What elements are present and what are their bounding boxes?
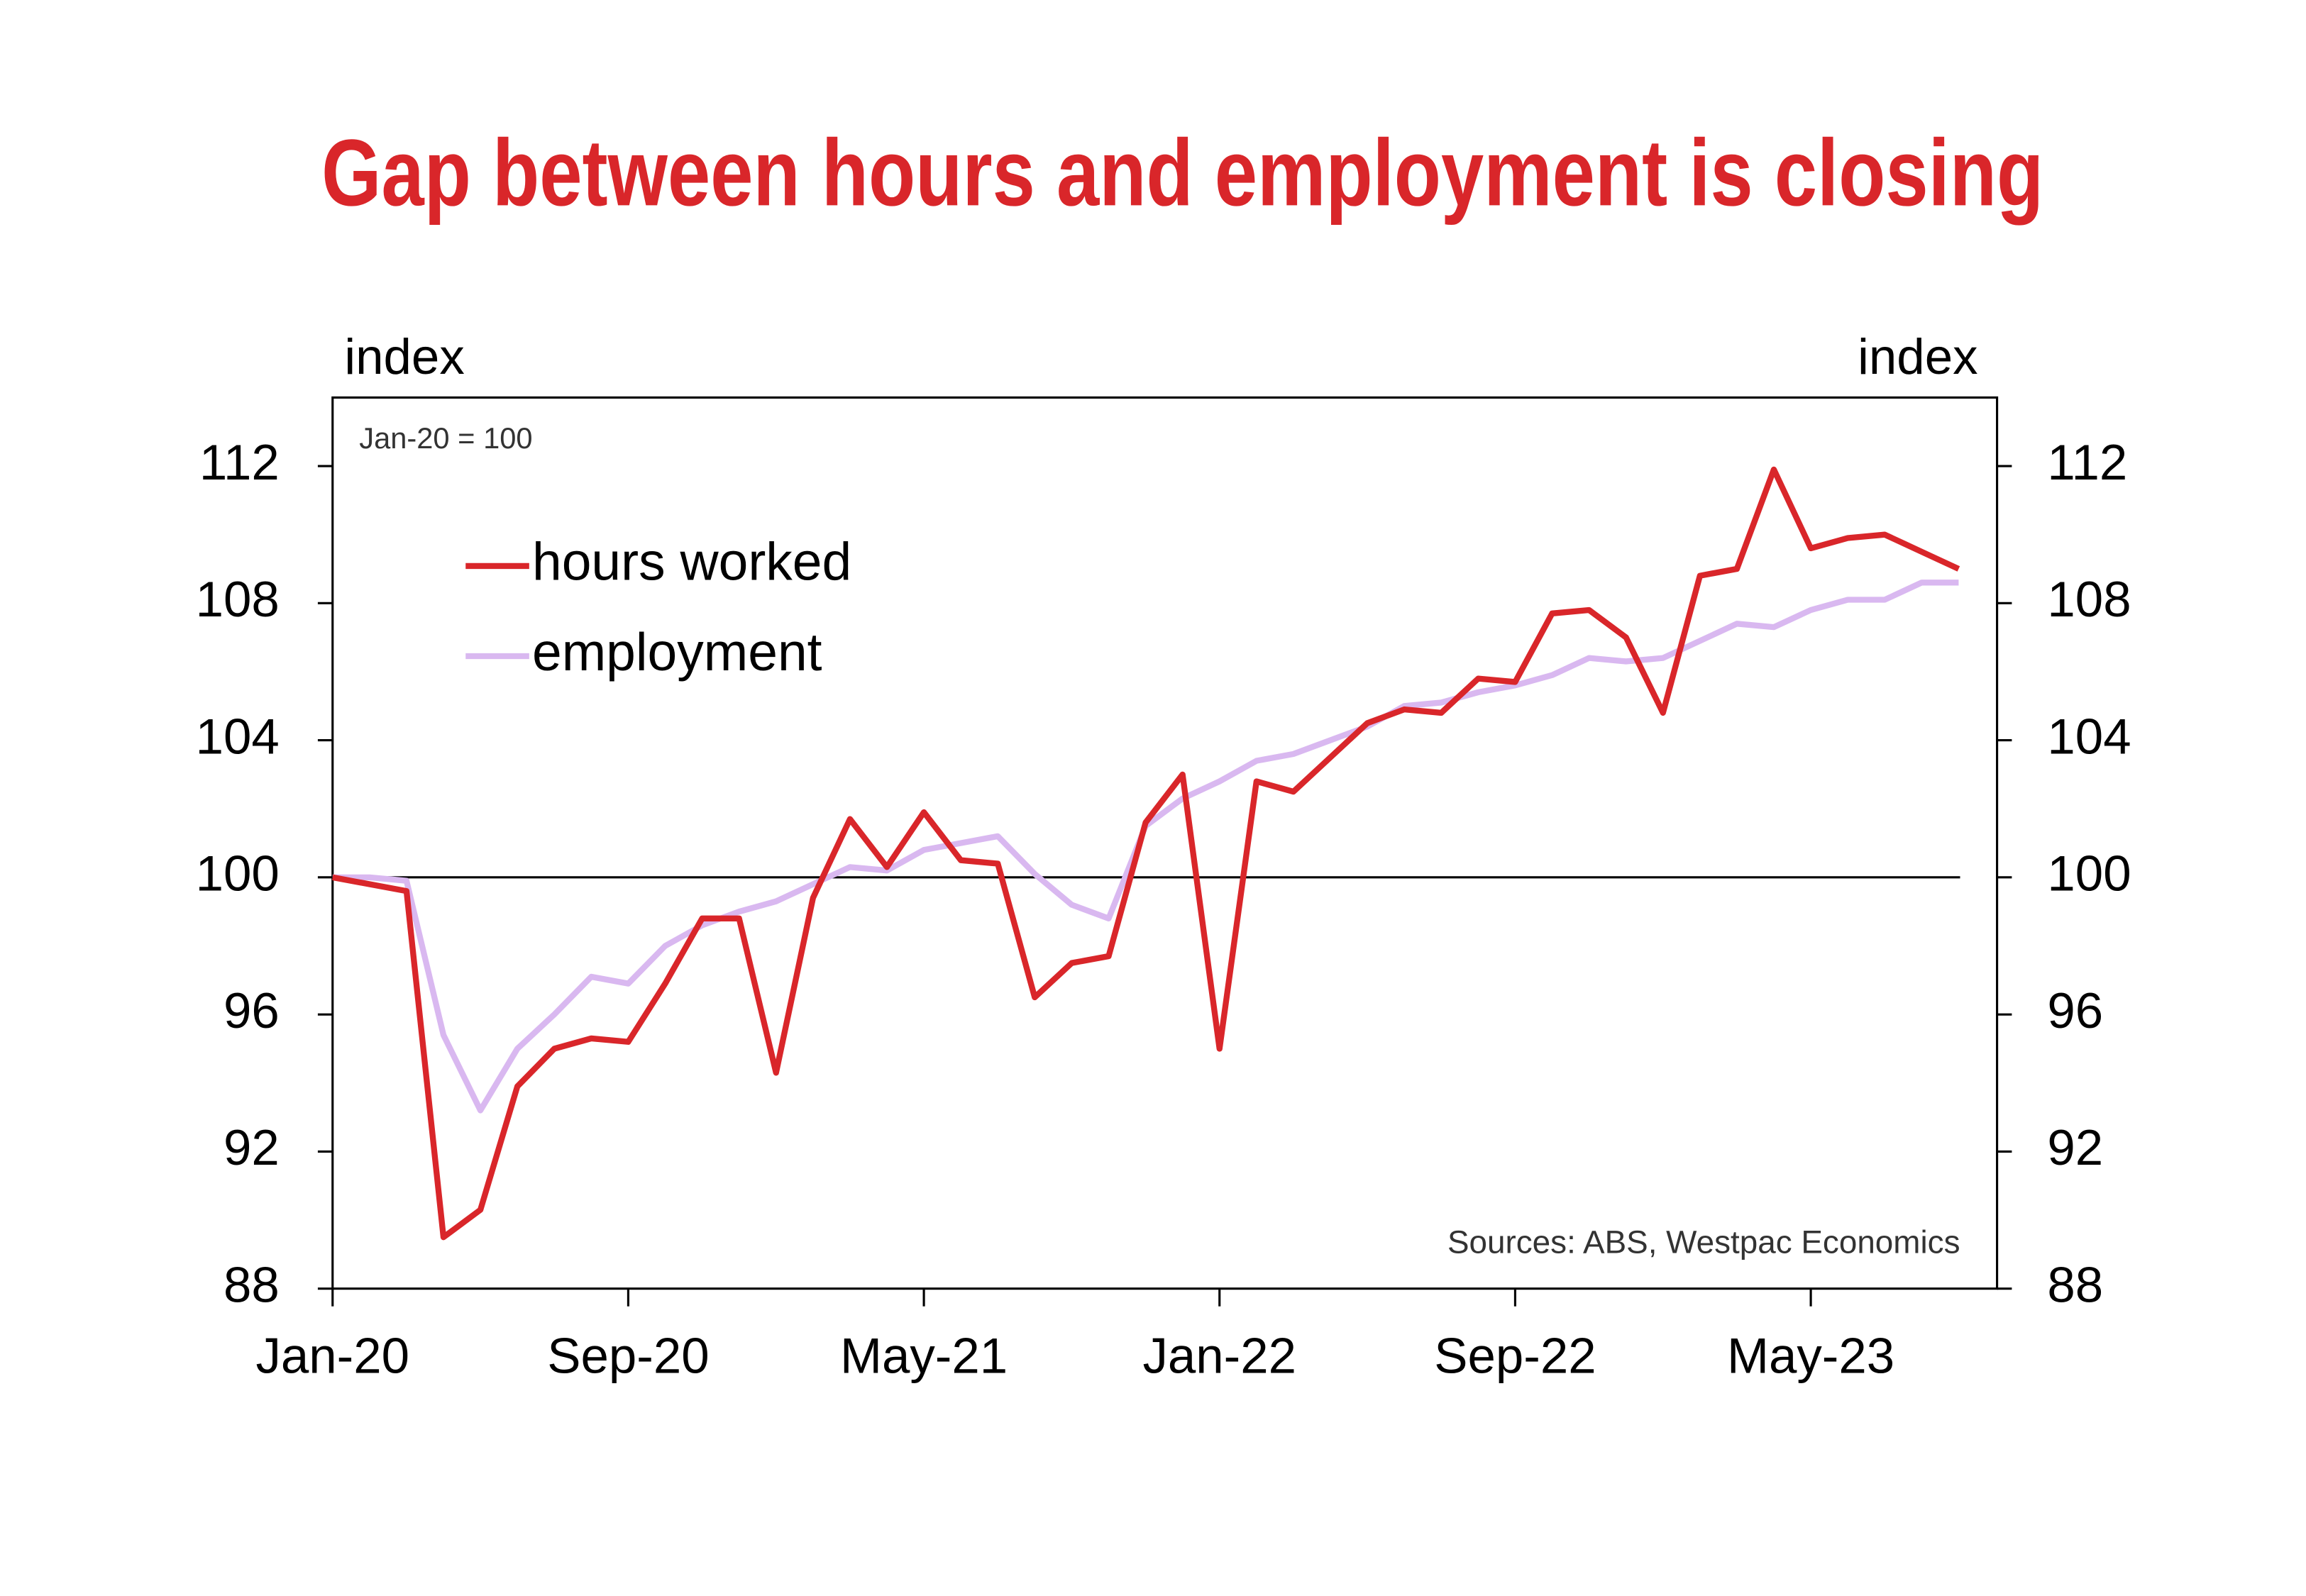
y2-tick-label: 100 (2047, 846, 2131, 902)
data-line (331, 466, 1960, 1241)
annotation: Sources: ABS, Westpac Economics (1447, 1224, 1960, 1260)
y-tick-label: 104 (196, 709, 280, 765)
y2-tick-label: 92 (2047, 1120, 2103, 1176)
y2-tick-label: 112 (2047, 435, 2127, 491)
y-tick-label: 112 (199, 435, 280, 491)
x-tick-label: Jan-20 (255, 1328, 409, 1384)
y-tick-label: 96 (224, 983, 280, 1039)
x-tick-label: Sep-20 (547, 1328, 709, 1384)
legend-label: hours worked (532, 532, 851, 592)
x-tick-label: May-21 (840, 1328, 1008, 1384)
y-tick-label: 100 (196, 846, 280, 902)
y2-tick-label: 88 (2047, 1257, 2103, 1313)
y2-tick-label: 96 (2047, 983, 2103, 1039)
x-tick-label: Jan-22 (1142, 1328, 1296, 1384)
plot-frame (331, 396, 1999, 1290)
y2-axis-label: index (1858, 329, 1977, 385)
x-tick-label: Sep-22 (1434, 1328, 1596, 1384)
legend-label: employment (532, 622, 822, 682)
y2-tick-label: 104 (2047, 709, 2131, 765)
chart-title: Gap between hours and employment is clos… (321, 120, 2043, 226)
y-axis-label: index (344, 329, 464, 385)
y-tick-label: 88 (224, 1257, 280, 1313)
y2-tick-label: 108 (2047, 572, 2131, 628)
y-tick-label: 92 (224, 1120, 280, 1176)
annotation: Jan-20 = 100 (359, 421, 532, 455)
y-tick-label: 108 (196, 572, 280, 628)
x-tick-label: May-23 (1727, 1328, 1894, 1384)
